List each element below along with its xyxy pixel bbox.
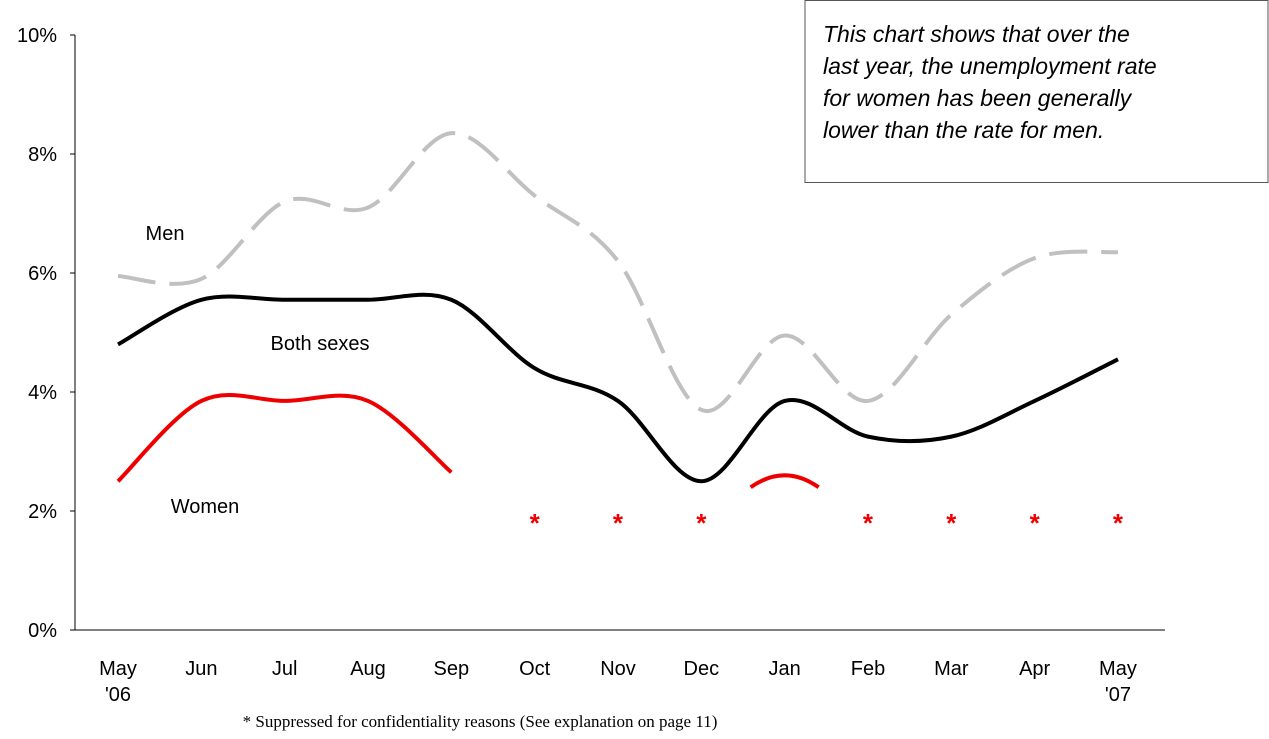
series-line — [117, 131, 1119, 414]
x-tick-label: Jul — [272, 658, 298, 680]
y-tick-label: 0% — [28, 620, 57, 642]
x-tick-label-line: May — [1099, 658, 1137, 680]
x-tick-label: Jan — [769, 658, 801, 680]
annotation: for women has been generally — [823, 85, 1133, 111]
suppressed-marker: * — [863, 508, 874, 538]
x-tick-label: Dec — [684, 658, 720, 680]
x-tick-label: Sep — [434, 658, 470, 680]
y-tick-label: 6% — [28, 263, 57, 285]
suppressed-marker: * — [1030, 508, 1041, 538]
annotation: This chart shows that over the — [823, 21, 1130, 47]
x-tick-label: Oct — [519, 658, 551, 680]
x-tick-label: Feb — [851, 658, 885, 680]
y-tick-label: 8% — [28, 144, 57, 166]
annotation: lower than the rate for men. — [823, 117, 1104, 143]
x-tick-label: Apr — [1019, 658, 1050, 680]
x-tick-label-line: May — [99, 658, 137, 680]
x-tick-label: Jun — [185, 658, 217, 680]
series-label: Both sexes — [271, 333, 370, 355]
suppressed-marker: * — [530, 508, 541, 538]
suppressed-marker: * — [946, 508, 957, 538]
series-line — [117, 292, 1119, 484]
annotation: last year, the unemployment rate — [823, 53, 1157, 79]
x-tick-label: Nov — [600, 658, 636, 680]
y-tick-label: 4% — [28, 382, 57, 404]
y-tick-label: 2% — [28, 501, 57, 523]
series-line — [749, 473, 820, 489]
x-tick-label: Aug — [350, 658, 386, 680]
x-tick-label-line: '06 — [105, 684, 131, 706]
suppressed-marker: * — [696, 508, 707, 538]
y-tick-label: 10% — [17, 25, 57, 47]
x-tick-label: Mar — [934, 658, 969, 680]
annotation-box — [804, 0, 1269, 183]
x-tick-label: May '06 — [99, 658, 137, 706]
footnote: * Suppressed for confidentiality reasons… — [243, 712, 718, 731]
series-line — [116, 393, 453, 483]
series-label: Men — [146, 223, 185, 245]
x-tick-label-line: '07 — [1105, 684, 1131, 706]
series-label: Women — [171, 496, 240, 518]
suppressed-marker: * — [613, 508, 624, 538]
suppressed-marker: * — [1113, 508, 1124, 538]
x-tick-label: May '07 — [1099, 658, 1137, 706]
